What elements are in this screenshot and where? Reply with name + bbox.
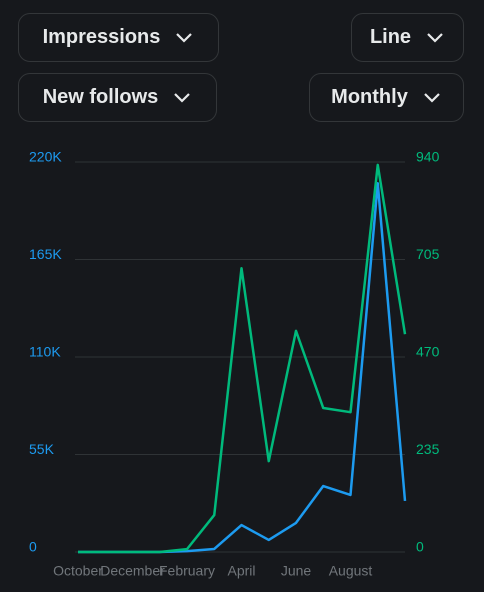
x-tick-label: October bbox=[53, 563, 103, 579]
y-tick-label: 220K bbox=[29, 149, 62, 165]
x-tick-label: December bbox=[100, 563, 165, 579]
y-tick-label: 55K bbox=[29, 441, 55, 457]
chevron bbox=[427, 32, 443, 43]
series-line bbox=[78, 163, 407, 554]
period-label: Monthly bbox=[331, 86, 408, 108]
period-dropdown[interactable]: Monthly bbox=[309, 73, 464, 122]
chevron bbox=[176, 32, 193, 43]
metric-dropdown[interactable]: Impressions bbox=[18, 13, 219, 62]
y2-tick-label: 0 bbox=[416, 539, 424, 555]
x-tick-label: June bbox=[281, 563, 312, 579]
y2-tick-label: 705 bbox=[416, 246, 440, 262]
second-metric-label: New follows bbox=[42, 86, 159, 108]
metric-label: Impressions bbox=[42, 26, 161, 48]
x-tick-label: February bbox=[159, 563, 215, 579]
chart-type-label: Line bbox=[369, 26, 412, 48]
y-tick-label: 110K bbox=[29, 344, 61, 360]
y2-tick-label: 470 bbox=[416, 344, 440, 360]
chart-type-dropdown[interactable]: Line bbox=[351, 13, 464, 62]
y2-tick-label: 235 bbox=[416, 441, 440, 457]
x-tick-label: August bbox=[329, 563, 373, 579]
chevron bbox=[174, 92, 191, 103]
x-tick-label: April bbox=[227, 563, 255, 579]
chevron bbox=[424, 92, 440, 103]
y2-tick-label: 940 bbox=[416, 149, 440, 165]
y-tick-label: 165K bbox=[29, 246, 62, 262]
y-tick-label: 0 bbox=[29, 539, 37, 555]
second-metric-dropdown[interactable]: New follows bbox=[18, 73, 217, 122]
chart: 0 55K 110K 165K 220K 0 235 470 705 940 OctoberDece… bbox=[29, 149, 440, 579]
